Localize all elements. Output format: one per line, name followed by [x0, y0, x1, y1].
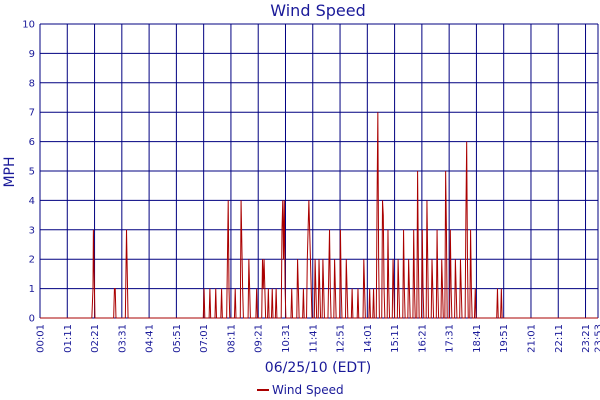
y-tick-label: 7	[29, 108, 35, 119]
y-tick-label: 0	[29, 314, 35, 325]
x-tick-label: 15:11	[390, 324, 401, 353]
x-axis-title: 06/25/10 (EDT)	[265, 360, 371, 376]
y-axis-title: MPH	[2, 156, 18, 187]
y-tick-label: 9	[29, 49, 35, 60]
x-tick-label: 03:31	[117, 324, 128, 353]
series-line-wind-speed	[40, 112, 598, 319]
x-tick-label: 08:11	[226, 324, 237, 353]
x-tick-label: 23:53	[594, 324, 600, 353]
y-tick-label: 1	[29, 284, 35, 295]
x-tick-label: 18:41	[472, 324, 483, 353]
legend-label: Wind Speed	[272, 383, 344, 397]
y-tick-label: 6	[29, 137, 35, 148]
x-axis: 00:01 01:11 02:21 03:31 04:41 05:51 07:01 08:11…	[36, 324, 600, 353]
x-tick-label: 11:41	[308, 324, 319, 353]
y-axis: 0 1 2 3 4 5 6 7 8 9 10	[22, 20, 35, 325]
x-tick-label: 07:01	[199, 324, 210, 353]
x-tick-label: 16:21	[417, 324, 428, 353]
y-tick-label: 3	[29, 225, 35, 236]
x-tick-label: 14:01	[363, 324, 374, 353]
x-tick-label: 10:31	[281, 324, 292, 353]
x-tick-label: 21:01	[526, 324, 537, 353]
legend: Wind Speed	[257, 383, 344, 397]
x-tick-label: 04:41	[145, 324, 156, 353]
x-tick-label: 01:11	[63, 324, 74, 353]
x-tick-label: 23:21	[581, 324, 592, 353]
chart-title: Wind Speed	[270, 1, 365, 20]
x-tick-label: 22:11	[554, 324, 565, 353]
y-tick-label: 10	[22, 20, 35, 31]
series-layer	[40, 112, 598, 319]
x-tick-label: 19:51	[499, 324, 510, 353]
x-tick-label: 00:01	[36, 324, 47, 353]
y-tick-label: 2	[29, 255, 35, 266]
x-tick-label: 12:51	[336, 324, 347, 353]
x-tick-label: 02:21	[90, 324, 101, 353]
x-tick-label: 09:21	[254, 324, 265, 353]
y-tick-label: 5	[29, 167, 35, 178]
x-tick-label: 05:51	[172, 324, 183, 353]
x-tick-label: 17:31	[445, 324, 456, 353]
y-tick-label: 4	[29, 196, 35, 207]
y-tick-label: 8	[29, 78, 35, 89]
